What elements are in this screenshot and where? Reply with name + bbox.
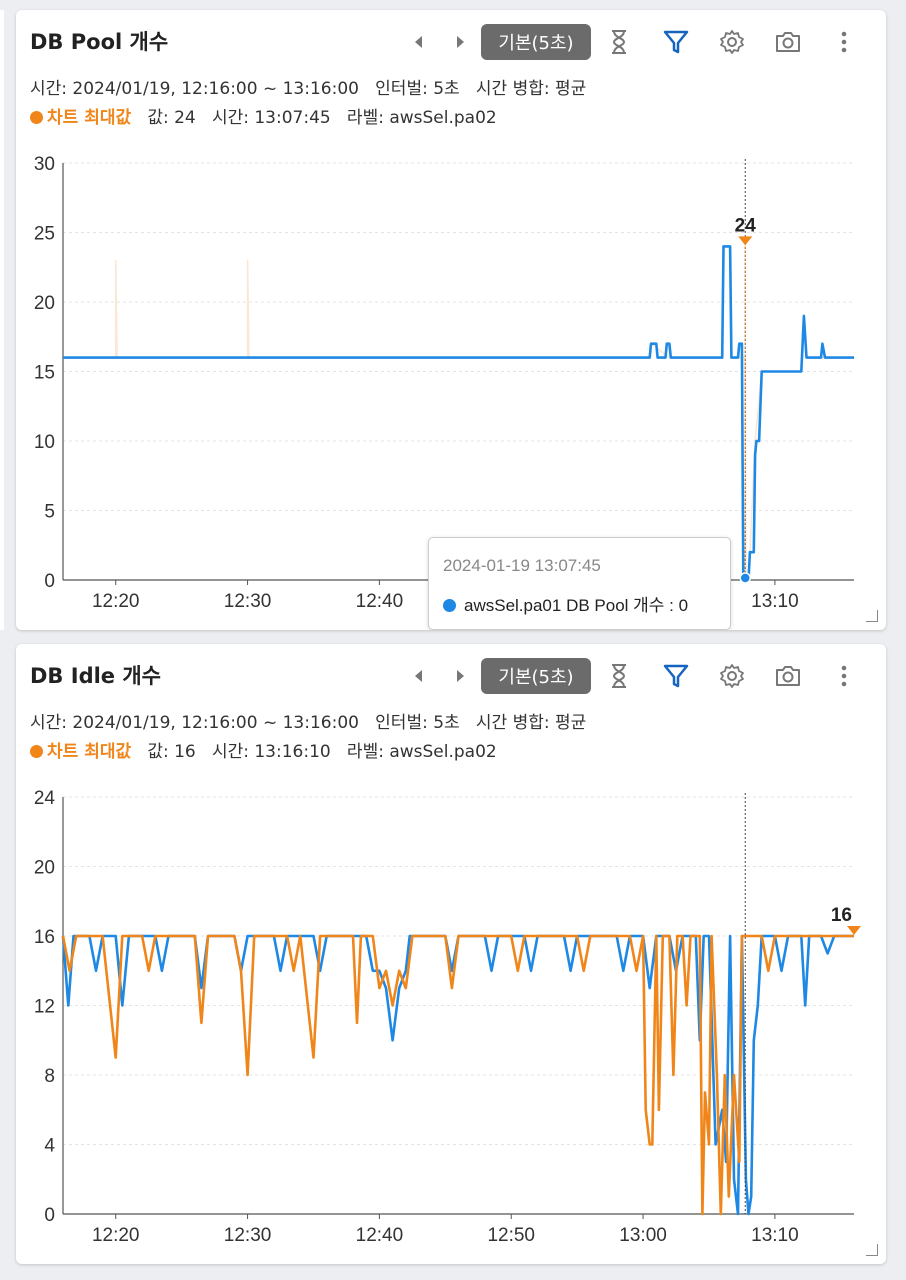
- time-range-info: 시간: 2024/01/19, 12:16:00 ~ 13:16:00 인터벌:…: [30, 79, 587, 99]
- caret-left-icon: [415, 670, 422, 682]
- x-tick-label: 12:20: [92, 591, 140, 612]
- series-line-awsSel.pa01: [61, 934, 854, 1216]
- panel-title: DB Idle 개수: [30, 664, 161, 688]
- hourglass-button[interactable]: [601, 24, 637, 60]
- max-marker-icon: [738, 236, 753, 246]
- interval-mode-button[interactable]: 기본(5초): [481, 658, 591, 694]
- next-arrow-button[interactable]: [442, 658, 478, 694]
- x-tick-label: 12:40: [356, 591, 404, 612]
- caret-right-icon: [457, 36, 464, 48]
- gear-icon: [720, 664, 744, 688]
- camera-icon: [776, 666, 800, 686]
- series-line-awsSel.pa01: [63, 245, 854, 582]
- y-tick-label: 25: [34, 224, 55, 245]
- db-pool-panel: DB Pool 개수 기본(5초) 시간: 2024/01/19, 12:16:…: [16, 10, 886, 630]
- hourglass-icon: [612, 664, 626, 688]
- y-tick-label: 24: [34, 788, 56, 809]
- chart-tooltip: 2024-01-19 13:07:45 awsSel.pa01 DB Pool …: [428, 537, 731, 630]
- x-tick-label: 12:40: [356, 1225, 404, 1246]
- panel-header: DB Pool 개수 기본(5초): [16, 10, 886, 70]
- interval-mode-button[interactable]: 기본(5초): [481, 24, 591, 60]
- max-marker-label: 16: [831, 905, 852, 926]
- series-dot-icon: [443, 599, 456, 612]
- max-value-info: 차트 최대값 값: 16 시간: 13:16:10 라벨: awsSel.pa0…: [30, 737, 497, 762]
- more-menu-button[interactable]: [826, 658, 862, 694]
- x-tick-label: 12:30: [224, 1225, 272, 1246]
- next-arrow-button[interactable]: [442, 24, 478, 60]
- more-menu-button[interactable]: [826, 24, 862, 60]
- y-tick-label: 10: [34, 432, 55, 453]
- hover-point: [739, 572, 751, 584]
- hourglass-button[interactable]: [601, 658, 637, 694]
- y-tick-label: 15: [34, 363, 55, 384]
- y-tick-label: 5: [44, 502, 55, 523]
- max-label: 차트 최대값: [47, 108, 132, 128]
- x-tick-label: 13:10: [751, 1225, 799, 1246]
- filter-icon: [663, 30, 689, 54]
- camera-icon: [776, 32, 800, 52]
- gear-icon: [720, 30, 744, 54]
- db-idle-chart[interactable]: 0 4 8 12 16 20 24 12:20 12:30 12:40 12:50 13:00 13:1…: [16, 644, 886, 1264]
- y-tick-label: 0: [44, 1205, 55, 1226]
- panel-title: DB Pool 개수: [30, 30, 169, 54]
- filter-button[interactable]: [658, 24, 694, 60]
- y-tick-label: 20: [34, 858, 55, 879]
- prev-arrow-button[interactable]: [401, 658, 437, 694]
- hourglass-icon: [612, 30, 626, 54]
- caret-right-icon: [457, 670, 464, 682]
- y-tick-label: 8: [44, 1066, 55, 1087]
- settings-button[interactable]: [714, 24, 750, 60]
- more-vertical-icon: [841, 31, 847, 53]
- series-line-awsSel.pa02: [61, 934, 854, 1216]
- db-idle-panel: DB Idle 개수 기본(5초) 시간: 2024/01/19, 12:16:…: [16, 644, 886, 1264]
- max-marker-label: 24: [735, 215, 757, 236]
- screenshot-button[interactable]: [770, 24, 806, 60]
- max-value-info: 차트 최대값 값: 24 시간: 13:07:45 라벨: awsSel.pa0…: [30, 103, 497, 128]
- adjacent-panel-edge: [0, 10, 4, 630]
- max-dot-icon: [30, 111, 43, 124]
- max-details: 값: 24 시간: 13:07:45 라벨: awsSel.pa02: [131, 108, 497, 128]
- resize-handle[interactable]: [866, 610, 878, 622]
- x-tick-label: 12:30: [224, 591, 272, 612]
- x-tick-label: 13:00: [619, 1225, 667, 1246]
- panel-header: DB Idle 개수 기본(5초): [16, 644, 886, 704]
- resize-handle[interactable]: [866, 1244, 878, 1256]
- x-tick-label: 12:50: [487, 1225, 535, 1246]
- screenshot-button[interactable]: [770, 658, 806, 694]
- tooltip-text: awsSel.pa01 DB Pool 개수 : 0: [464, 596, 689, 615]
- y-tick-label: 30: [34, 154, 55, 175]
- y-tick-label: 4: [44, 1136, 55, 1157]
- tooltip-time: 2024-01-19 13:07:45: [443, 556, 601, 575]
- max-label: 차트 최대값: [47, 742, 132, 762]
- max-marker-icon: [847, 926, 861, 935]
- prev-arrow-button[interactable]: [401, 24, 437, 60]
- filter-icon: [663, 664, 689, 688]
- settings-button[interactable]: [714, 658, 750, 694]
- max-details: 값: 16 시간: 13:16:10 라벨: awsSel.pa02: [131, 742, 497, 762]
- series-line-awsSel.pa02: [63, 245, 854, 581]
- y-tick-label: 16: [34, 927, 55, 948]
- max-dot-icon: [30, 745, 43, 758]
- x-tick-label: 12:20: [92, 1225, 140, 1246]
- y-tick-label: 12: [34, 997, 55, 1018]
- time-range-info: 시간: 2024/01/19, 12:16:00 ~ 13:16:00 인터벌:…: [30, 713, 587, 733]
- filter-button[interactable]: [658, 658, 694, 694]
- y-tick-label: 0: [44, 571, 55, 592]
- more-vertical-icon: [841, 665, 847, 687]
- y-tick-label: 20: [34, 293, 55, 314]
- tooltip-row: awsSel.pa01 DB Pool 개수 : 0: [443, 591, 688, 616]
- x-tick-label: 13:10: [751, 591, 799, 612]
- caret-left-icon: [415, 36, 422, 48]
